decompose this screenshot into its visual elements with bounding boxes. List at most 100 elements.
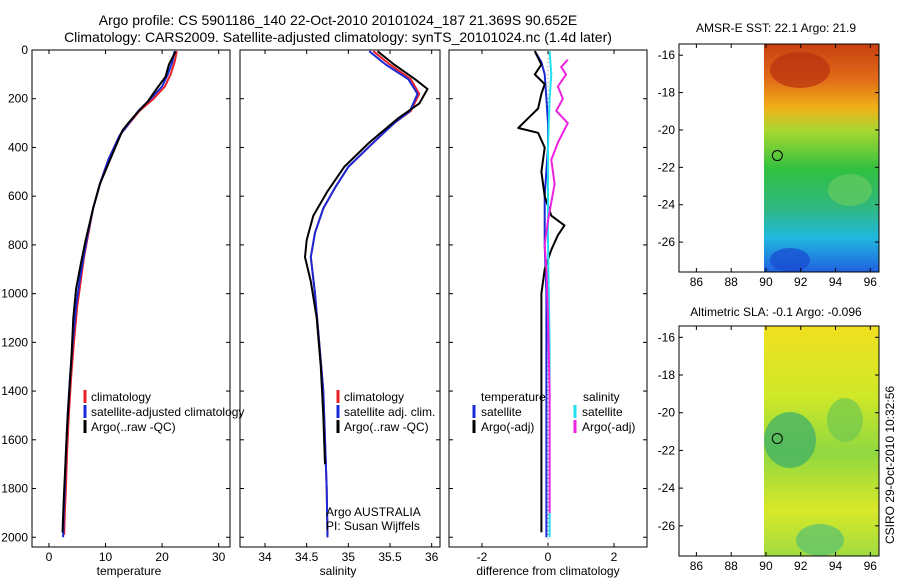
x-tick-label: 34.5 — [295, 550, 319, 564]
y-tick-label: -26 — [658, 519, 676, 533]
y-tick-label: 800 — [8, 238, 28, 252]
y-tick-label: -16 — [658, 48, 676, 62]
sla-low-patch — [764, 412, 816, 468]
series-line-salinity-argo-adj — [543, 59, 569, 513]
x-tick-label: 92 — [794, 559, 808, 573]
sla-map-panel: Altimetric SLA: -0.1 Argo: -0.096 86 88 90… — [658, 305, 880, 573]
salinity-series — [304, 50, 429, 538]
sla-field — [764, 326, 879, 556]
x-tick-label: 90 — [759, 559, 773, 573]
sla-x-ticks: 86 88 90 92 94 96 — [690, 326, 878, 573]
difference-x-axis-label: difference from climatology — [476, 564, 619, 578]
y-tick-label: 1200 — [1, 335, 28, 349]
temperature-series — [61, 50, 178, 538]
x-tick-label: 0 — [545, 550, 552, 564]
sst-map-title: AMSR-E SST: 22.1 Argo: 21.9 — [696, 21, 856, 35]
x-tick-label: 34 — [258, 550, 272, 564]
argo-pi-label: PI: Susan Wijffels — [326, 519, 420, 533]
series-line-satellite-adj-clim — [309, 50, 419, 538]
x-tick-label: 94 — [829, 275, 843, 289]
temperature-x-ticks: 0 10 20 30 — [46, 50, 226, 564]
y-tick-label: 200 — [8, 92, 28, 106]
x-tick-label: 35 — [342, 550, 356, 564]
legend-label-temp-satellite: satellite — [481, 405, 522, 419]
legend-header-salinity: salinity — [583, 390, 620, 404]
y-tick-label: -16 — [658, 330, 676, 344]
title-line-1: Argo profile: CS 5901186_140 22-Oct-2010… — [99, 12, 577, 28]
y-tick-label: -24 — [658, 198, 676, 212]
y-tick-label: -20 — [658, 123, 676, 137]
x-tick-label: 88 — [724, 275, 738, 289]
x-tick-label: 92 — [794, 275, 808, 289]
sst-warm-patch — [770, 52, 830, 88]
sst-map-frame — [678, 43, 880, 273]
legend-label-climatology: climatology — [91, 390, 151, 404]
x-tick-label: 20 — [155, 550, 169, 564]
sla-mid-patch — [827, 398, 863, 442]
y-tick-label: 1800 — [1, 482, 28, 496]
x-tick-label: 35.5 — [378, 550, 402, 564]
sst-cool-patch — [828, 174, 872, 206]
x-tick-label: 86 — [690, 275, 704, 289]
sla-argo-location-marker — [771, 433, 783, 445]
x-tick-label: 30 — [212, 550, 226, 564]
y-tick-label: -22 — [658, 160, 676, 174]
csiro-timestamp-label: CSIRO 29-Oct-2010 10:32:56 — [883, 386, 897, 544]
legend-label-sal-argo: Argo(-adj) — [582, 420, 635, 434]
title-line-2: Climatology: CARS2009. Satellite-adjuste… — [64, 29, 612, 45]
x-tick-label: 88 — [724, 559, 738, 573]
salinity-x-ticks: 34 34.5 35 35.5 36 — [258, 50, 439, 564]
x-tick-label: 36 — [425, 550, 439, 564]
y-tick-label: 1000 — [1, 287, 28, 301]
y-tick-label: -26 — [658, 235, 676, 249]
x-tick-label: 94 — [829, 559, 843, 573]
series-line-climatology — [63, 51, 178, 535]
series-line-argo-raw-qc — [61, 50, 177, 533]
difference-x-ticks: -2 0 2 — [477, 50, 618, 564]
y-tick-label: -18 — [658, 86, 676, 100]
legend-label-climatology: climatology — [344, 390, 404, 404]
y-tick-label: 1600 — [1, 433, 28, 447]
series-line-temperature-satellite — [533, 50, 549, 538]
sst-y-ticks: -16 -18 -20 -22 -24 -26 — [658, 48, 879, 249]
x-tick-label: -2 — [477, 550, 488, 564]
x-tick-label: 0 — [46, 550, 53, 564]
sst-argo-location-marker — [771, 150, 783, 162]
temperature-panel: 0 10 20 30 0 200 400 600 800 1000 1200 1400 1600 180… — [1, 43, 244, 578]
y-tick-label: -18 — [658, 368, 676, 382]
legend-label-argo: Argo(..raw -QC) — [91, 420, 176, 434]
difference-legend: temperature salinity satellite Argo(-adj… — [472, 390, 635, 434]
difference-y-ticks — [449, 49, 647, 538]
sla-y-ticks: -16 -18 -20 -22 -24 -26 — [658, 330, 879, 533]
legend-label-satellite-adjusted: satellite-adjusted climatology — [91, 405, 244, 419]
salinity-y-ticks — [240, 49, 440, 538]
difference-panel: -2 0 2 difference from climatology tempera… — [448, 49, 648, 578]
x-tick-label: 10 — [99, 550, 113, 564]
y-tick-label: 0 — [21, 43, 28, 57]
difference-series — [517, 50, 569, 538]
argo-institution-label: Argo AUSTRALIA — [326, 505, 421, 519]
y-tick-label: -20 — [658, 406, 676, 420]
x-tick-label: 90 — [759, 275, 773, 289]
sla-map-title: Altimetric SLA: -0.1 Argo: -0.096 — [690, 305, 862, 319]
x-tick-label: 86 — [690, 559, 704, 573]
y-tick-label: 2000 — [1, 530, 28, 544]
salinity-legend: climatology satellite adj. clim. Argo(..… — [336, 390, 435, 434]
salinity-panel: 34 34.5 35 35.5 36 salinity climatology sate… — [239, 49, 441, 578]
y-tick-label: 600 — [8, 189, 28, 203]
sst-deep-patch — [770, 248, 810, 272]
x-tick-label: 96 — [864, 559, 878, 573]
legend-header-temperature: temperature — [481, 390, 546, 404]
x-tick-label: 2 — [611, 550, 618, 564]
series-line-climatology — [309, 50, 421, 538]
temperature-y-ticks: 0 200 400 600 800 1000 1200 1400 1600 1800 2000 — [1, 43, 230, 544]
temperature-legend: climatology satellite-adjusted climatolo… — [83, 390, 244, 434]
temperature-axes-frame — [31, 49, 231, 548]
x-tick-label: 96 — [864, 275, 878, 289]
y-tick-label: -22 — [658, 443, 676, 457]
series-line-temperature-argo-adj — [517, 50, 566, 533]
sst-map-panel: AMSR-E SST: 22.1 Argo: 21.9 86 88 90 92 94 96… — [658, 21, 880, 289]
sst-x-ticks: 86 88 90 92 94 96 — [690, 44, 878, 289]
sla-south-patch — [796, 524, 844, 556]
